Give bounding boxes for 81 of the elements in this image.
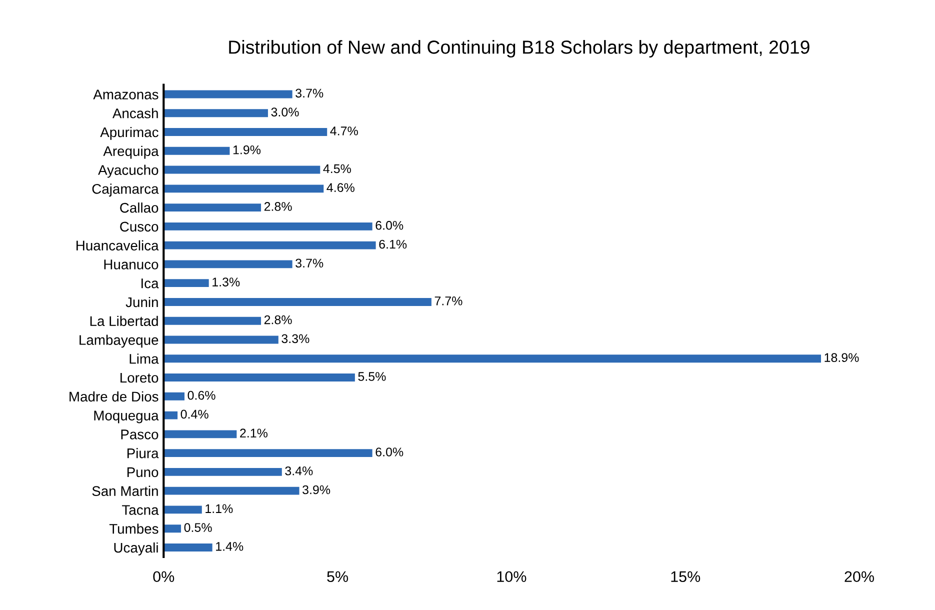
data-label: 3.7% (296, 88, 324, 98)
bar (164, 109, 268, 118)
data-label: 0.5% (184, 523, 212, 532)
y-tick-label: Tacna (122, 505, 159, 515)
y-tick-label: Cusco (120, 222, 158, 232)
y-tick-label: Lima (130, 354, 159, 364)
data-label: 1.4% (216, 542, 244, 551)
y-tick-label: Huancavelica (76, 240, 159, 250)
data-label: 0.6% (188, 390, 216, 400)
data-label: 3.3% (282, 334, 310, 344)
data-label: 5.5% (358, 372, 386, 381)
bar (164, 374, 355, 382)
data-label: 1.9% (233, 145, 261, 154)
y-tick-label: Puno (127, 467, 158, 478)
data-label: 3.9% (302, 485, 330, 494)
bar (164, 544, 212, 552)
x-tick-label: 0% (153, 571, 174, 582)
data-label: 2.8% (264, 202, 292, 211)
bar (164, 279, 209, 288)
x-tick-label: 20% (844, 571, 874, 582)
x-tick-label: 5% (327, 571, 348, 582)
bar (164, 430, 237, 438)
y-tick-label: Junin (126, 296, 158, 308)
data-label: 7.7% (434, 296, 462, 306)
data-label: 6.0% (376, 448, 404, 456)
data-label: 0.4% (180, 410, 208, 419)
bar (164, 241, 376, 250)
data-label: 3.7% (296, 258, 324, 268)
data-label: 3.4% (285, 466, 313, 476)
bar (164, 392, 184, 400)
data-label: 1.3% (212, 278, 240, 286)
y-tick-label: Ucayali (114, 542, 158, 556)
data-label: 4.5% (323, 164, 351, 174)
y-tick-label: Ayacucho (98, 164, 158, 178)
y-tick-label: Loreto (120, 372, 158, 383)
bar (164, 204, 262, 212)
data-label: 2.1% (240, 428, 268, 438)
bar (164, 486, 300, 495)
bar (164, 336, 278, 344)
data-label: 2.8% (264, 315, 292, 324)
y-tick-label: Moquegua (94, 410, 159, 424)
y-tick-label: Lambayeque (80, 334, 158, 348)
y-tick-label: Pasco (121, 430, 158, 440)
bar (164, 506, 202, 514)
bar (164, 166, 320, 174)
bar (164, 222, 372, 230)
y-tick-label: Tumbes (109, 524, 158, 534)
y-tick-label: San Martin (92, 486, 158, 496)
y-tick-label: Amazonas (93, 90, 158, 100)
bar (164, 524, 182, 533)
bar (164, 90, 292, 98)
data-label: 4.7% (330, 126, 358, 136)
data-label: 4.6% (326, 183, 354, 192)
bar (164, 128, 328, 136)
data-label: 6.1% (379, 240, 407, 249)
y-tick-label: Callao (120, 202, 158, 213)
data-label: 1.1% (206, 504, 233, 514)
y-tick-label: Madre de Dios (70, 391, 158, 402)
chart-title: Distribution of New and Continuing B18 Scholars by department, 2019 (229, 40, 810, 58)
bar (164, 260, 292, 268)
bar (164, 411, 178, 420)
y-tick-label: Ancash (112, 108, 158, 118)
bar (164, 298, 432, 306)
data-label: 6.0% (376, 220, 404, 230)
bar (164, 184, 324, 193)
bar (164, 449, 372, 458)
y-tick-label: La Libertad (90, 316, 158, 326)
y-tick-label: Apurimac (100, 126, 158, 140)
bar (164, 354, 822, 363)
y-tick-label: Ica (142, 278, 159, 288)
y-tick-label: Cajamarca (92, 184, 159, 197)
bar (164, 468, 282, 476)
bar (164, 146, 230, 155)
data-label: 18.9% (824, 353, 859, 362)
y-tick-label: Piura (127, 448, 159, 458)
data-label: 3.0% (271, 108, 299, 116)
x-tick-label: 15% (671, 571, 700, 582)
bar (164, 316, 262, 325)
x-tick-label: 10% (497, 571, 526, 582)
y-tick-label: Arequipa (103, 146, 159, 159)
y-tick-label: Huanuco (104, 260, 158, 270)
